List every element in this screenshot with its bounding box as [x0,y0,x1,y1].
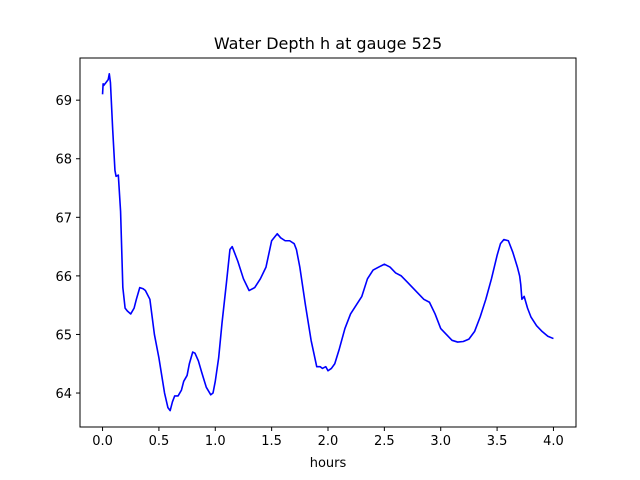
x-tick-label: 0.0 [92,434,113,449]
x-tick-label: 4.0 [543,434,564,449]
x-tick-label: 1.5 [261,434,282,449]
x-tick-label: 2.5 [374,434,395,449]
x-tick-label: 1.0 [205,434,226,449]
x-tick-label: 0.5 [149,434,170,449]
x-axis-label: hours [310,456,347,471]
series-layer [101,73,554,412]
y-tick-label: 66 [55,270,72,285]
x-tick-label: 3.0 [430,434,451,449]
y-tick-label: 69 [55,94,72,109]
y-tick-label: 67 [55,211,72,226]
y-tick-label: 64 [55,387,72,402]
chart-title: Water Depth h at gauge 525 [214,34,442,53]
plot-area [80,58,576,427]
series-line-0 [101,73,554,412]
x-tick-label: 2.0 [318,434,339,449]
x-axis-ticks: 0.0 0.5 1.0 1.5 2.0 2.5 3.0 3.5 4.0 [92,427,564,449]
y-tick-label: 68 [55,153,72,168]
y-axis-ticks: 64 65 66 67 68 69 [55,94,80,402]
x-tick-label: 3.5 [487,434,508,449]
y-tick-label: 65 [55,328,72,343]
